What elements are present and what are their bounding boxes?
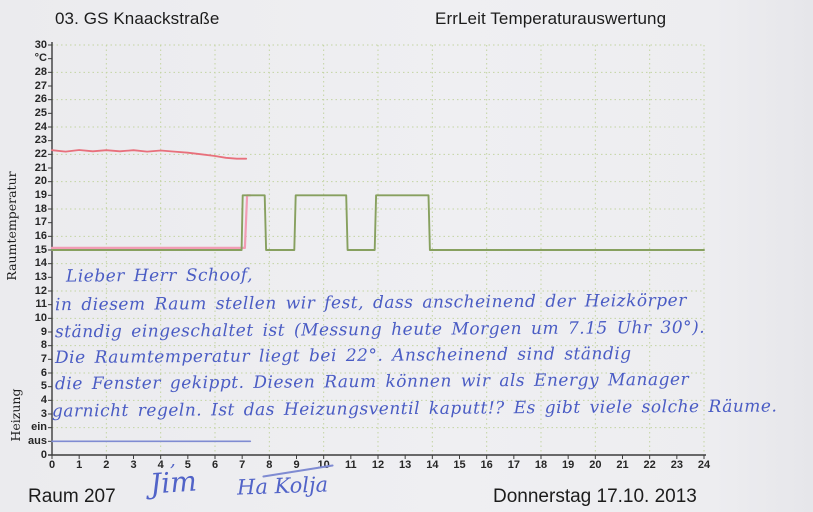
site-title: 03. GS Knaackstraße (55, 9, 220, 28)
signature-second: Ha Kolja (236, 472, 329, 500)
series-heizprogramm (51, 194, 705, 251)
signature-first: Jim (148, 464, 198, 501)
handwritten-note-line: Lieber Herr Schoof, (65, 265, 254, 287)
y-axis-title-heizung: Heizung (8, 388, 23, 442)
series-raumtemperatur-ist (51, 149, 248, 160)
report-title: ErrLeit Temperaturauswertung (435, 9, 667, 28)
room-label: Raum 207 (28, 486, 116, 507)
handwritten-stray-mark: , (170, 450, 176, 471)
series-solltemperatur (50, 194, 252, 249)
date-label: Donnerstag 17.10. 2013 (493, 486, 697, 507)
handwritten-note-line: Die Raumtemperatur liegt bei 22°. Ansche… (54, 343, 632, 369)
y-axis-title-raumtemperatur: Raumtemperatur (4, 171, 19, 281)
